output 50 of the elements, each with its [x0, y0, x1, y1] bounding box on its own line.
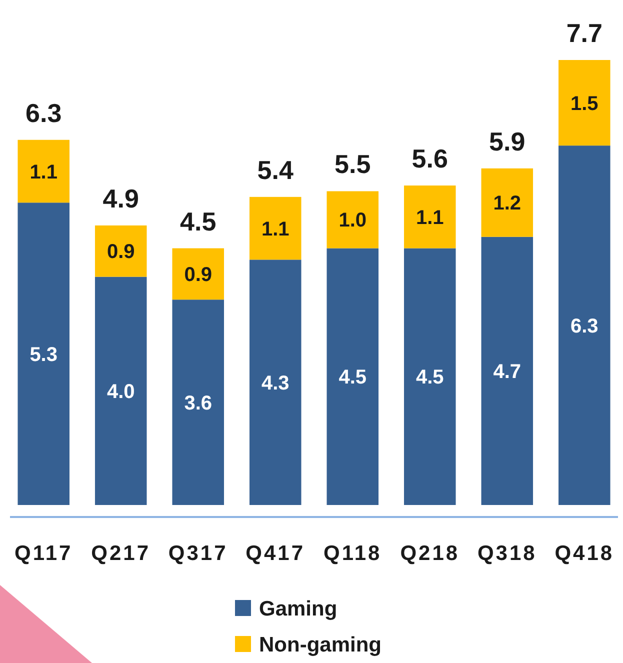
data-label: 0.9: [106, 241, 135, 264]
data-label: 1.1: [416, 206, 444, 229]
total-label: 4.5: [180, 206, 216, 236]
x-tick-label: Q317: [168, 542, 228, 565]
bar: [172, 300, 224, 505]
bar: [249, 196, 302, 260]
legend-label: Gaming: [259, 597, 338, 620]
bar: [172, 248, 224, 300]
data-label: 1.2: [493, 192, 522, 215]
data-label: 3.6: [184, 392, 212, 414]
x-tick-label: Q118: [324, 542, 382, 565]
total-label: 4.9: [102, 183, 139, 214]
bar: [404, 186, 456, 248]
x-tick-label: Q417: [246, 542, 306, 565]
x-tick-label: Q117: [14, 542, 73, 565]
bar: [404, 248, 456, 505]
x-tick-label: Q318: [477, 542, 537, 565]
total-label: 5.6: [412, 144, 448, 174]
bar: [558, 60, 610, 146]
data-label: 1.1: [261, 218, 290, 240]
x-tick-label: Q217: [91, 542, 151, 565]
bar: [326, 191, 379, 248]
total-label: 5.4: [257, 154, 294, 185]
bar: [326, 248, 379, 505]
total-label: 5.5: [334, 149, 371, 180]
bar: [94, 225, 147, 277]
data-label: 4.7: [493, 360, 522, 383]
bar: [94, 276, 147, 505]
legend-label: Non-gaming: [259, 633, 382, 656]
data-label: 1.0: [338, 210, 367, 232]
total-label: 6.3: [26, 98, 62, 128]
data-label: 4.3: [261, 372, 290, 394]
data-label: 0.9: [184, 264, 212, 286]
data-label: 4.5: [416, 366, 444, 389]
bar: [481, 168, 534, 237]
bar: [558, 146, 610, 505]
data-label: 4.0: [106, 380, 135, 403]
data-label: 1.5: [570, 92, 598, 115]
data-label: 1.1: [30, 161, 58, 184]
bar: [18, 202, 70, 505]
bar: [249, 260, 302, 505]
data-label: 4.5: [338, 366, 367, 389]
total-label: 7.7: [566, 18, 602, 48]
data-label: 6.3: [570, 315, 598, 338]
bar: [18, 140, 70, 203]
bar: [481, 236, 534, 505]
data-label: 5.3: [30, 344, 58, 366]
total-label: 5.9: [489, 126, 526, 156]
x-tick-label: Q418: [554, 542, 614, 565]
x-tick-label: Q218: [400, 542, 460, 565]
